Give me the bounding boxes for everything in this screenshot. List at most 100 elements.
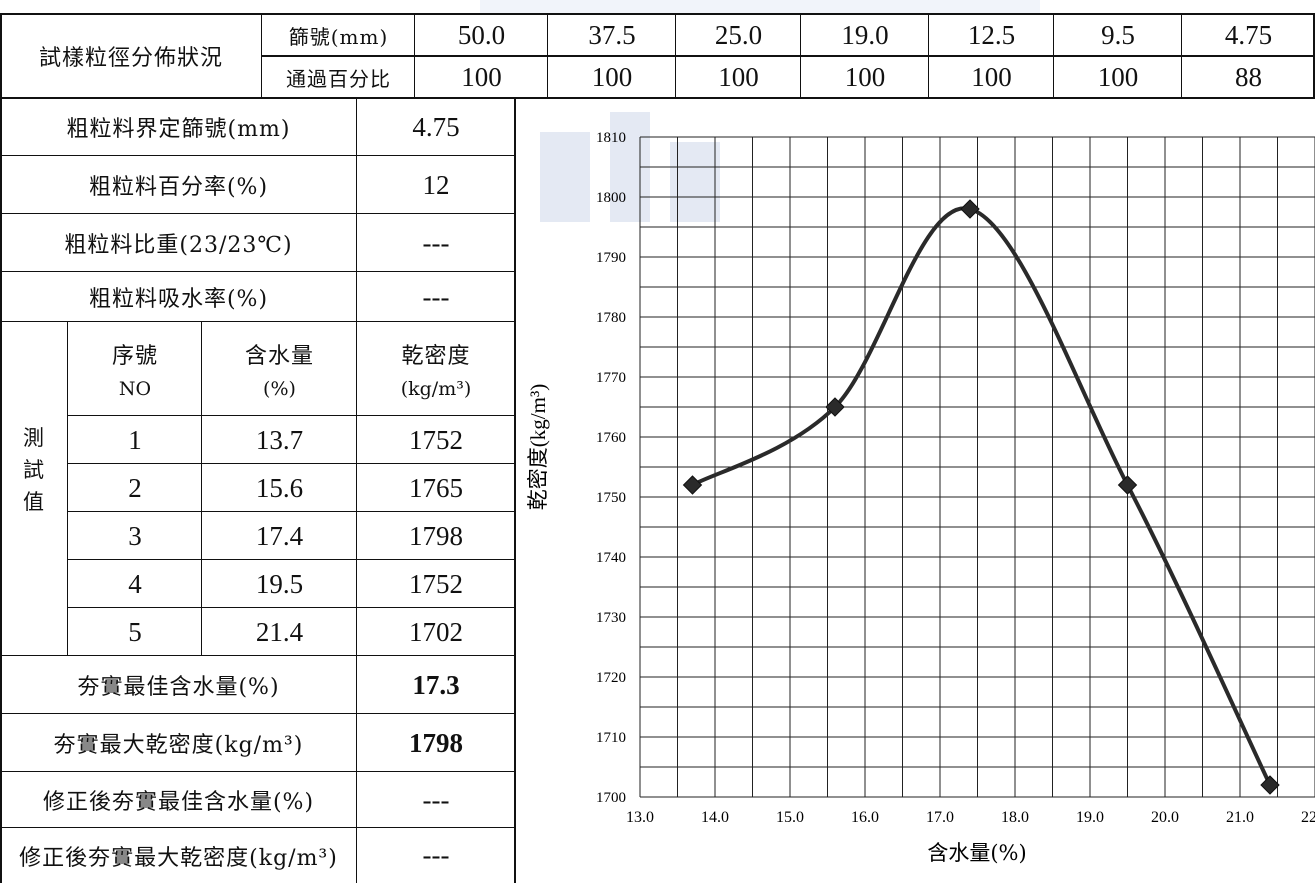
- col-header-density: 乾密度 (kg/m³): [357, 322, 515, 416]
- group-label-char: 值: [23, 490, 45, 514]
- col-header-density-unit: (kg/m³): [400, 378, 472, 400]
- group-label-char: 試: [23, 458, 45, 482]
- x-tick-label: 13.0: [626, 809, 654, 826]
- col-header-moisture-unit: (%): [263, 378, 296, 400]
- test-row-density: 1752: [409, 424, 463, 455]
- x-tick-label: 17.0: [926, 809, 954, 826]
- gradation-row-label: 試樣粒徑分佈狀況: [38, 46, 223, 71]
- coarse-sieve-label: 粗粒料界定篩號(mm): [66, 117, 291, 142]
- sieve-size-label: 篩號(mm): [288, 24, 389, 49]
- table-rule: [201, 321, 202, 656]
- x-tick-label: 20.0: [1151, 809, 1179, 826]
- omc-label: 夯實最佳含水量(%): [77, 675, 280, 700]
- table-rule: [1313, 13, 1315, 98]
- passing-value: 100: [971, 61, 1012, 92]
- y-tick-label: 1780: [596, 310, 626, 326]
- chart-grid: [639, 136, 1315, 798]
- table-rule: [261, 13, 262, 98]
- passing-percent-label: 通過百分比: [286, 66, 391, 91]
- table-rule: [68, 607, 515, 608]
- sieve-value: 50.0: [457, 19, 506, 50]
- col-header-no-zh: 序號: [111, 344, 158, 369]
- test-row-no: 5: [128, 616, 142, 647]
- coarse-percent-value: 12: [422, 169, 450, 200]
- table-rule: [0, 271, 515, 272]
- chart-data-points: [682, 199, 1280, 795]
- y-tick-label: 1700: [596, 790, 626, 806]
- test-row-no: 3: [128, 520, 142, 551]
- table-rule: [0, 713, 515, 714]
- table-rule: [262, 55, 1315, 57]
- x-tick-label: 22.0: [1301, 809, 1315, 826]
- table-rule: [356, 97, 357, 883]
- data-point-marker: [960, 199, 980, 219]
- x-tick-label: 14.0: [701, 809, 729, 826]
- data-point-marker: [1260, 775, 1280, 795]
- test-row-moisture: 15.6: [255, 472, 304, 503]
- y-tick-label: 1740: [596, 550, 626, 566]
- passing-value: 100: [461, 61, 502, 92]
- table-rule: [0, 655, 515, 656]
- test-row-density: 1798: [409, 520, 463, 551]
- table-rule: [68, 511, 515, 512]
- col-header-moisture: 含水量 (%): [202, 322, 357, 416]
- data-point-marker: [682, 475, 703, 495]
- passing-value: 88: [1235, 61, 1262, 92]
- corrected-mdd-value: ---: [422, 840, 450, 870]
- test-row-density: 1702: [409, 616, 463, 647]
- col-header-no-en: NO: [118, 378, 152, 400]
- y-tick-label: 1750: [596, 490, 626, 506]
- x-tick-label: 19.0: [1076, 809, 1104, 826]
- y-tick-label: 1710: [596, 730, 626, 746]
- sieve-value: 12.5: [967, 19, 1016, 50]
- sieve-value: 4.75: [1224, 19, 1273, 50]
- x-tick-label: 21.0: [1226, 809, 1254, 826]
- data-point-marker: [825, 397, 845, 417]
- x-tick-label: 15.0: [776, 809, 804, 826]
- table-rule: [68, 415, 515, 416]
- test-row-density: 1765: [409, 472, 463, 503]
- test-row-moisture: 21.4: [255, 616, 304, 647]
- table-rule: [0, 155, 515, 156]
- omc-value: 17.3: [412, 669, 460, 700]
- coarse-specific-gravity-label: 粗粒料比重(23/23℃): [64, 233, 293, 258]
- table-rule: [0, 13, 2, 883]
- table-rule: [68, 559, 515, 560]
- x-tick-label: 18.0: [1001, 809, 1029, 826]
- coarse-percent-label: 粗粒料百分率(%): [88, 175, 269, 200]
- y-axis-label: 乾密度(kg/m³): [526, 384, 550, 510]
- table-rule: [800, 13, 801, 98]
- passing-value: 100: [718, 61, 759, 92]
- passing-value: 100: [1097, 61, 1139, 92]
- test-values-group-label: 測 試 值: [0, 322, 68, 656]
- mdd-label: 夯實最大乾密度(kg/m³): [53, 733, 304, 758]
- sieve-value: 25.0: [714, 19, 763, 50]
- table-rule: [68, 463, 515, 464]
- sieve-value: 37.5: [588, 19, 636, 50]
- table-rule: [928, 13, 929, 98]
- group-label-char: 測: [23, 426, 45, 450]
- table-rule: [547, 13, 548, 98]
- corrected-omc-label: 修正後夯實最佳含水量(%): [42, 790, 315, 815]
- y-tick-label: 1720: [596, 670, 626, 686]
- y-tick-label: 1730: [596, 610, 626, 626]
- col-header-no: 序號 NO: [68, 322, 202, 416]
- table-rule: [0, 97, 1315, 99]
- y-tick-label: 1760: [596, 430, 626, 446]
- y-tick-label: 1800: [596, 190, 626, 206]
- test-row-no: 2: [128, 472, 142, 503]
- table-rule: [0, 321, 515, 322]
- chart-y-ticks: 1700 1710 1720 1730 1740 1750 1760 1770 1780 1790…: [596, 130, 626, 806]
- table-rule: [414, 13, 415, 98]
- coarse-sieve-value: 4.75: [412, 111, 460, 142]
- test-row-no: 1: [128, 424, 142, 455]
- table-rule: [675, 13, 676, 98]
- coarse-specific-gravity-value: ---: [422, 227, 450, 258]
- corrected-mdd-label: 修正後夯實最大乾密度(kg/m³): [19, 845, 338, 871]
- table-rule: [0, 771, 515, 772]
- table-rule: [1053, 13, 1054, 98]
- y-tick-label: 1770: [596, 370, 626, 386]
- table-rule: [1181, 13, 1182, 98]
- chart-x-ticks: 13.0 14.0 15.0 16.0 17.0 18.0 19.0 20.0 21.0 22.0: [626, 809, 1315, 826]
